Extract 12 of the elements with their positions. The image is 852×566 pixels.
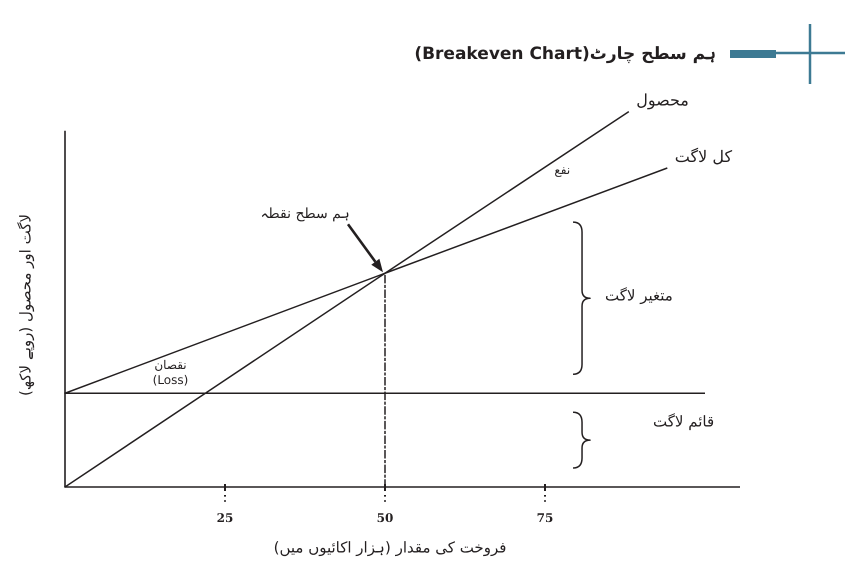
- x-tick-label: 75: [536, 511, 554, 526]
- x-tick-label: 25: [216, 511, 234, 526]
- series-label: کل لاگت: [674, 146, 732, 166]
- series-label: محصول: [636, 90, 689, 110]
- annotation: قائم لاگت: [653, 412, 714, 430]
- annotation: نفع: [554, 162, 570, 177]
- y-axis-title: لاگت اور محصول (روپے لاکھ): [16, 214, 34, 396]
- x-axis-title: فروخت کی مقدار (ہزار اکائیوں میں): [274, 538, 506, 556]
- chart-title: ہم سطح چارٹ(Breakeven Chart): [414, 44, 716, 64]
- annotation: ہم سطح نقطہ: [260, 206, 350, 222]
- annotation: متغیر لاگت: [605, 286, 673, 304]
- x-tick-label: 50: [376, 511, 394, 526]
